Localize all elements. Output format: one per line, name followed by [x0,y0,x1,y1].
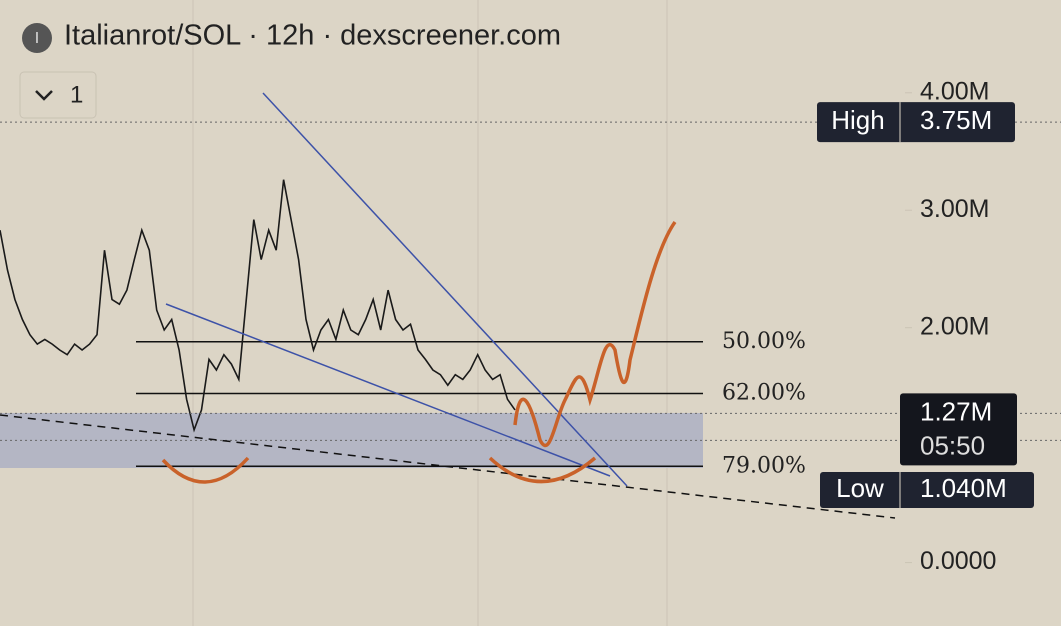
fib-label: 50.00% [722,329,806,354]
y-tick-label: 4.00M [920,77,989,105]
fib-label: 62.00% [722,380,806,405]
fib-label: 79.00% [722,453,806,478]
countdown: 05:50 [920,430,985,460]
collapse-button[interactable] [19,71,97,119]
chevron [35,90,53,101]
trendline [262,92,628,487]
y-tick-label: 3.00M [920,195,989,223]
y-tick-label: 0.0000 [920,547,996,575]
chart-title: Italianrot/SOL · 12h · dexscreener.com [64,20,561,52]
trendline [165,303,611,477]
pair-icon [22,23,52,53]
y-tick-label: 2.00M [920,312,989,340]
projection [513,220,677,448]
price-line [0,179,516,433]
high-label: High [831,105,884,135]
low-value: 1.040M [920,473,1007,503]
label-box [817,102,1015,143]
low-label: Low [836,473,884,503]
arc [161,456,250,484]
last-value: 1.27M [920,396,992,426]
label-box [900,393,1017,466]
high-value: 3.75M [920,105,992,135]
pair-icon-text: I [35,30,39,47]
label-box [820,472,1034,508]
dashed-line [0,414,896,519]
arc [488,456,597,484]
collapse-count: 1 [70,81,83,108]
